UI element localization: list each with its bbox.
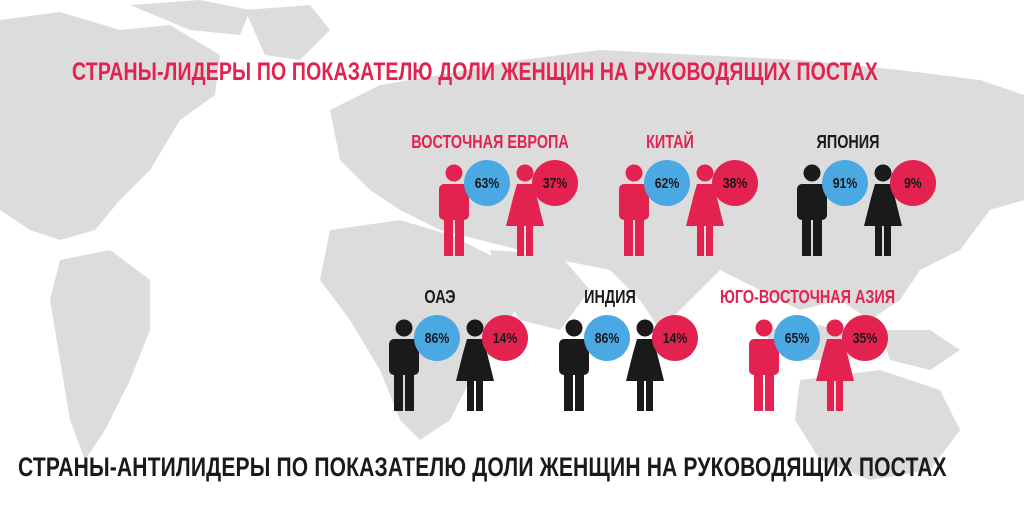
men-share-badge: 86% (584, 315, 630, 361)
men-share-value: 63% (474, 174, 500, 192)
male-figure-icon (435, 164, 473, 261)
men-share-value: 86% (594, 329, 620, 347)
leaders-title: СТРАНЫ-ЛИДЕРЫ ПО ПОКАЗАТЕЛЮ ДОЛИ ЖЕНЩИН … (72, 58, 879, 86)
women-share-badge: 37% (532, 160, 578, 206)
group-label: ИНДИЯ (584, 287, 636, 307)
men-share-badge: 91% (822, 160, 868, 206)
group-label: ВОСТОЧНАЯ ЕВРОПА (411, 132, 569, 152)
men-share-badge: 65% (774, 315, 820, 361)
women-share-badge: 14% (482, 315, 528, 361)
male-figure-icon (555, 319, 593, 416)
group-label: ЮГО-ВОСТОЧНАЯ АЗИЯ (720, 287, 896, 307)
group-china: КИТАЙ 62% 38% (570, 132, 770, 282)
men-share-badge: 86% (414, 315, 460, 361)
women-share-badge: 35% (842, 315, 888, 361)
male-figure-icon (793, 164, 831, 261)
men-share-value: 91% (832, 174, 858, 192)
women-share-value: 14% (492, 329, 518, 347)
group-label: КИТАЙ (646, 132, 694, 152)
men-share-badge: 63% (464, 160, 510, 206)
women-share-value: 9% (904, 174, 922, 192)
group-label: ЯПОНИЯ (816, 132, 880, 152)
anti-leaders-title: СТРАНЫ-АНТИЛИДЕРЫ ПО ПОКАЗАТЕЛЮ ДОЛИ ЖЕН… (18, 452, 947, 482)
women-share-badge: 14% (652, 315, 698, 361)
women-share-badge: 9% (890, 160, 936, 206)
women-share-value: 38% (722, 174, 748, 192)
women-share-value: 37% (542, 174, 568, 192)
male-figure-icon (745, 319, 783, 416)
women-share-value: 14% (662, 329, 688, 347)
male-figure-icon (385, 319, 423, 416)
group-eastern-europe: ВОСТОЧНАЯ ЕВРОПА 63% 37% (390, 132, 590, 282)
women-share-badge: 38% (712, 160, 758, 206)
men-share-value: 65% (784, 329, 810, 347)
women-share-value: 35% (852, 329, 878, 347)
group-india: ИНДИЯ 86% 14% (510, 287, 710, 437)
male-figure-icon (615, 164, 653, 261)
group-southeast-asia: ЮГО-ВОСТОЧНАЯ АЗИЯ 65% 35% (700, 287, 900, 437)
men-share-value: 62% (654, 174, 680, 192)
men-share-value: 86% (424, 329, 450, 347)
group-uae: ОАЭ 86% 14% (340, 287, 540, 437)
men-share-badge: 62% (644, 160, 690, 206)
female-figure-icon (862, 164, 904, 261)
group-label: ОАЭ (424, 287, 456, 307)
group-japan: ЯПОНИЯ 91% 9% (748, 132, 948, 282)
